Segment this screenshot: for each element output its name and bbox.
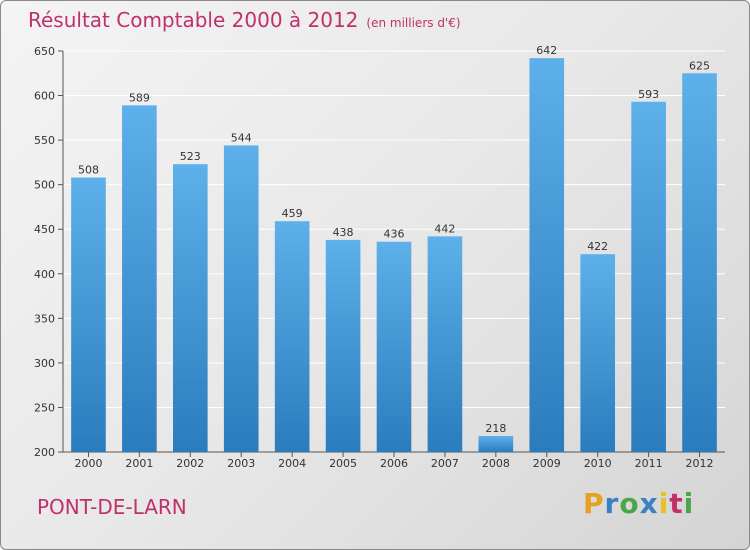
bar — [631, 101, 666, 452]
x-tick-label: 2008 — [482, 457, 510, 470]
logo-letter: x — [639, 487, 659, 520]
x-tick-label: 2011 — [635, 457, 663, 470]
x-tick-label: 2007 — [431, 457, 459, 470]
logo-letter: i — [683, 487, 695, 520]
chart-title: Résultat Comptable 2000 à 2012 (en millie… — [28, 8, 461, 32]
data-labels: 508 589 523 544 459 438 436 442 218 642 422 593 625 — [78, 44, 710, 435]
bar — [274, 221, 310, 452]
bar — [427, 236, 463, 452]
x-tick-label: 2012 — [686, 457, 714, 470]
bar — [172, 164, 208, 452]
bar — [325, 239, 361, 452]
bar — [122, 105, 157, 452]
data-label: 593 — [638, 88, 659, 101]
data-label: 442 — [434, 222, 455, 235]
x-tick-label: 2010 — [584, 457, 612, 470]
bar — [682, 73, 717, 453]
x-tick-label: 2000 — [74, 457, 102, 470]
y-tick-label: 500 — [34, 179, 55, 192]
logo-letter: t — [669, 487, 684, 520]
data-label: 508 — [78, 164, 99, 177]
y-tick-label: 300 — [34, 357, 55, 370]
x-tick-label: 2009 — [533, 457, 561, 470]
data-label: 438 — [333, 226, 354, 239]
x-tick-label: 2003 — [227, 457, 255, 470]
data-label: 642 — [536, 44, 557, 57]
data-label: 544 — [231, 131, 252, 144]
data-label: 218 — [485, 422, 506, 435]
y-tick-label: 400 — [34, 268, 55, 281]
x-tick-label: 2001 — [125, 457, 153, 470]
y-tick-label: 550 — [34, 134, 55, 147]
y-tick-label: 600 — [34, 90, 55, 103]
x-tick-label: 2006 — [380, 457, 408, 470]
data-label: 422 — [587, 240, 608, 253]
x-tick-label: 2004 — [278, 457, 306, 470]
logo-letter: i — [658, 487, 670, 520]
data-label: 625 — [689, 59, 710, 72]
bar — [223, 145, 259, 453]
data-label: 459 — [282, 207, 303, 220]
bar — [478, 435, 514, 452]
y-tick-labels: 200 250 300 350 400 450 500 550 600 650 — [34, 45, 55, 459]
logo-letter: P — [583, 487, 605, 520]
data-label: 436 — [384, 228, 405, 241]
bar — [529, 58, 565, 453]
bars — [71, 58, 717, 453]
x-tick-label: 2002 — [176, 457, 204, 470]
proxiti-logo: Proxiti — [583, 487, 694, 520]
bar — [376, 241, 412, 452]
logo-letter: o — [619, 487, 640, 520]
x-tick-label: 2005 — [329, 457, 357, 470]
chart-title-text: Résultat Comptable 2000 à 2012 — [28, 8, 359, 32]
y-tick-label: 450 — [34, 223, 55, 236]
y-tick-label: 650 — [34, 45, 55, 58]
commune-name: PONT-DE-LARN — [37, 495, 187, 519]
data-label: 523 — [180, 150, 201, 163]
bar — [580, 254, 616, 452]
bar — [71, 177, 106, 452]
y-tick-label: 250 — [34, 401, 55, 414]
data-label: 589 — [129, 91, 150, 104]
y-tick-label: 350 — [34, 312, 55, 325]
logo-letter: r — [604, 487, 620, 520]
chart-subtitle: (en milliers d'€) — [366, 16, 461, 30]
y-tick-label: 200 — [34, 446, 55, 459]
x-tick-labels: 2000 2001 2002 2003 2004 2005 2006 2007 2008 2009… — [74, 457, 713, 470]
